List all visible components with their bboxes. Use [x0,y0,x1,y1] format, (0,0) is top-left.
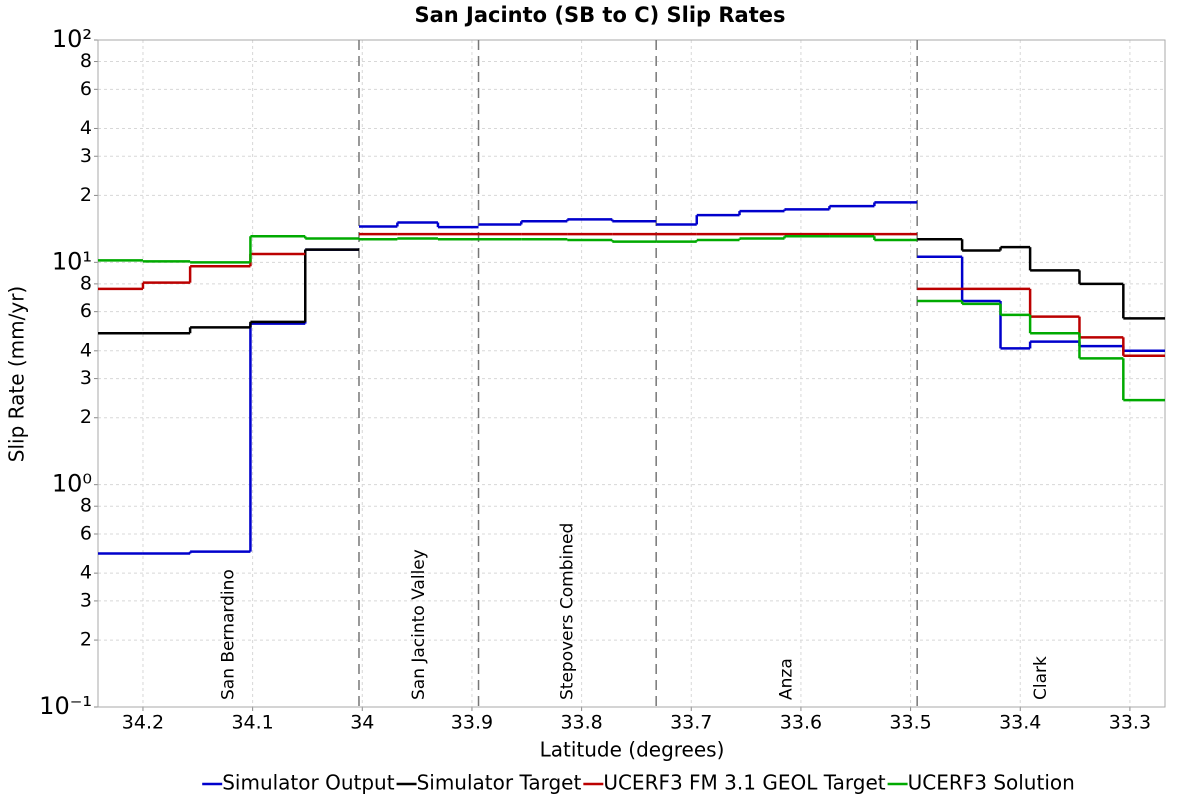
y-tick-label: 8 [80,495,92,517]
section-label: Anza [777,658,797,700]
x-tick-label: 34.1 [231,712,273,734]
section-label: Stepovers Combined [557,523,577,700]
y-tick-label: 3 [80,589,92,611]
y-tick-label: 6 [80,300,92,322]
x-tick-label: 34 [350,712,374,734]
section-label: Clark [1031,656,1051,700]
y-axis-title: Slip Rate (mm/yr) [5,286,29,462]
x-tick-label: 34.2 [122,712,164,734]
section-label: San Bernardino [218,569,238,700]
x-tick-label: 33.7 [670,712,712,734]
y-tick-label: 4 [80,339,92,361]
x-tick-label: 33.4 [999,712,1041,734]
y-tick-label: 8 [80,50,92,72]
y-tick-label: 6 [80,522,92,544]
y-tick-label: 10¹ [52,247,92,275]
series [98,238,1165,335]
series [98,201,1165,555]
y-tick-label: 4 [80,117,92,139]
series [98,232,1165,358]
y-tick-label: 2 [80,406,92,428]
y-tick-label: 2 [80,184,92,206]
y-tick-label: 4 [80,562,92,584]
x-axis-title: Latitude (degrees) [540,738,725,762]
y-tick-label: 2 [80,629,92,651]
y-tick-label: 6 [80,78,92,100]
y-tick-label: 3 [80,367,92,389]
legend-label: Simulator Target [417,771,582,795]
x-tick-label: 33.5 [889,712,931,734]
y-tick-label: 8 [80,272,92,294]
x-tick-label: 33.8 [560,712,602,734]
x-tick-label: 33.3 [1109,712,1151,734]
section-label: San Jacinto Valley [409,549,429,700]
legend-label: UCERF3 FM 3.1 GEOL Target [603,771,885,795]
chart-title: San Jacinto (SB to C) Slip Rates [414,3,785,27]
y-tick-label: 10⁻¹ [39,692,92,720]
y-tick-label: 10² [52,25,92,53]
legend-label: Simulator Output [222,771,395,795]
legend-label: UCERF3 Solution [908,771,1075,795]
x-tick-label: 33.9 [451,712,493,734]
y-tick-label: 3 [80,145,92,167]
series [98,235,1165,402]
plot-border [97,39,1166,708]
x-tick-label: 33.6 [780,712,822,734]
y-tick-label: 10⁰ [52,470,92,498]
legend: Simulator Output Simulator Target UCERF3 F… [202,771,1075,795]
